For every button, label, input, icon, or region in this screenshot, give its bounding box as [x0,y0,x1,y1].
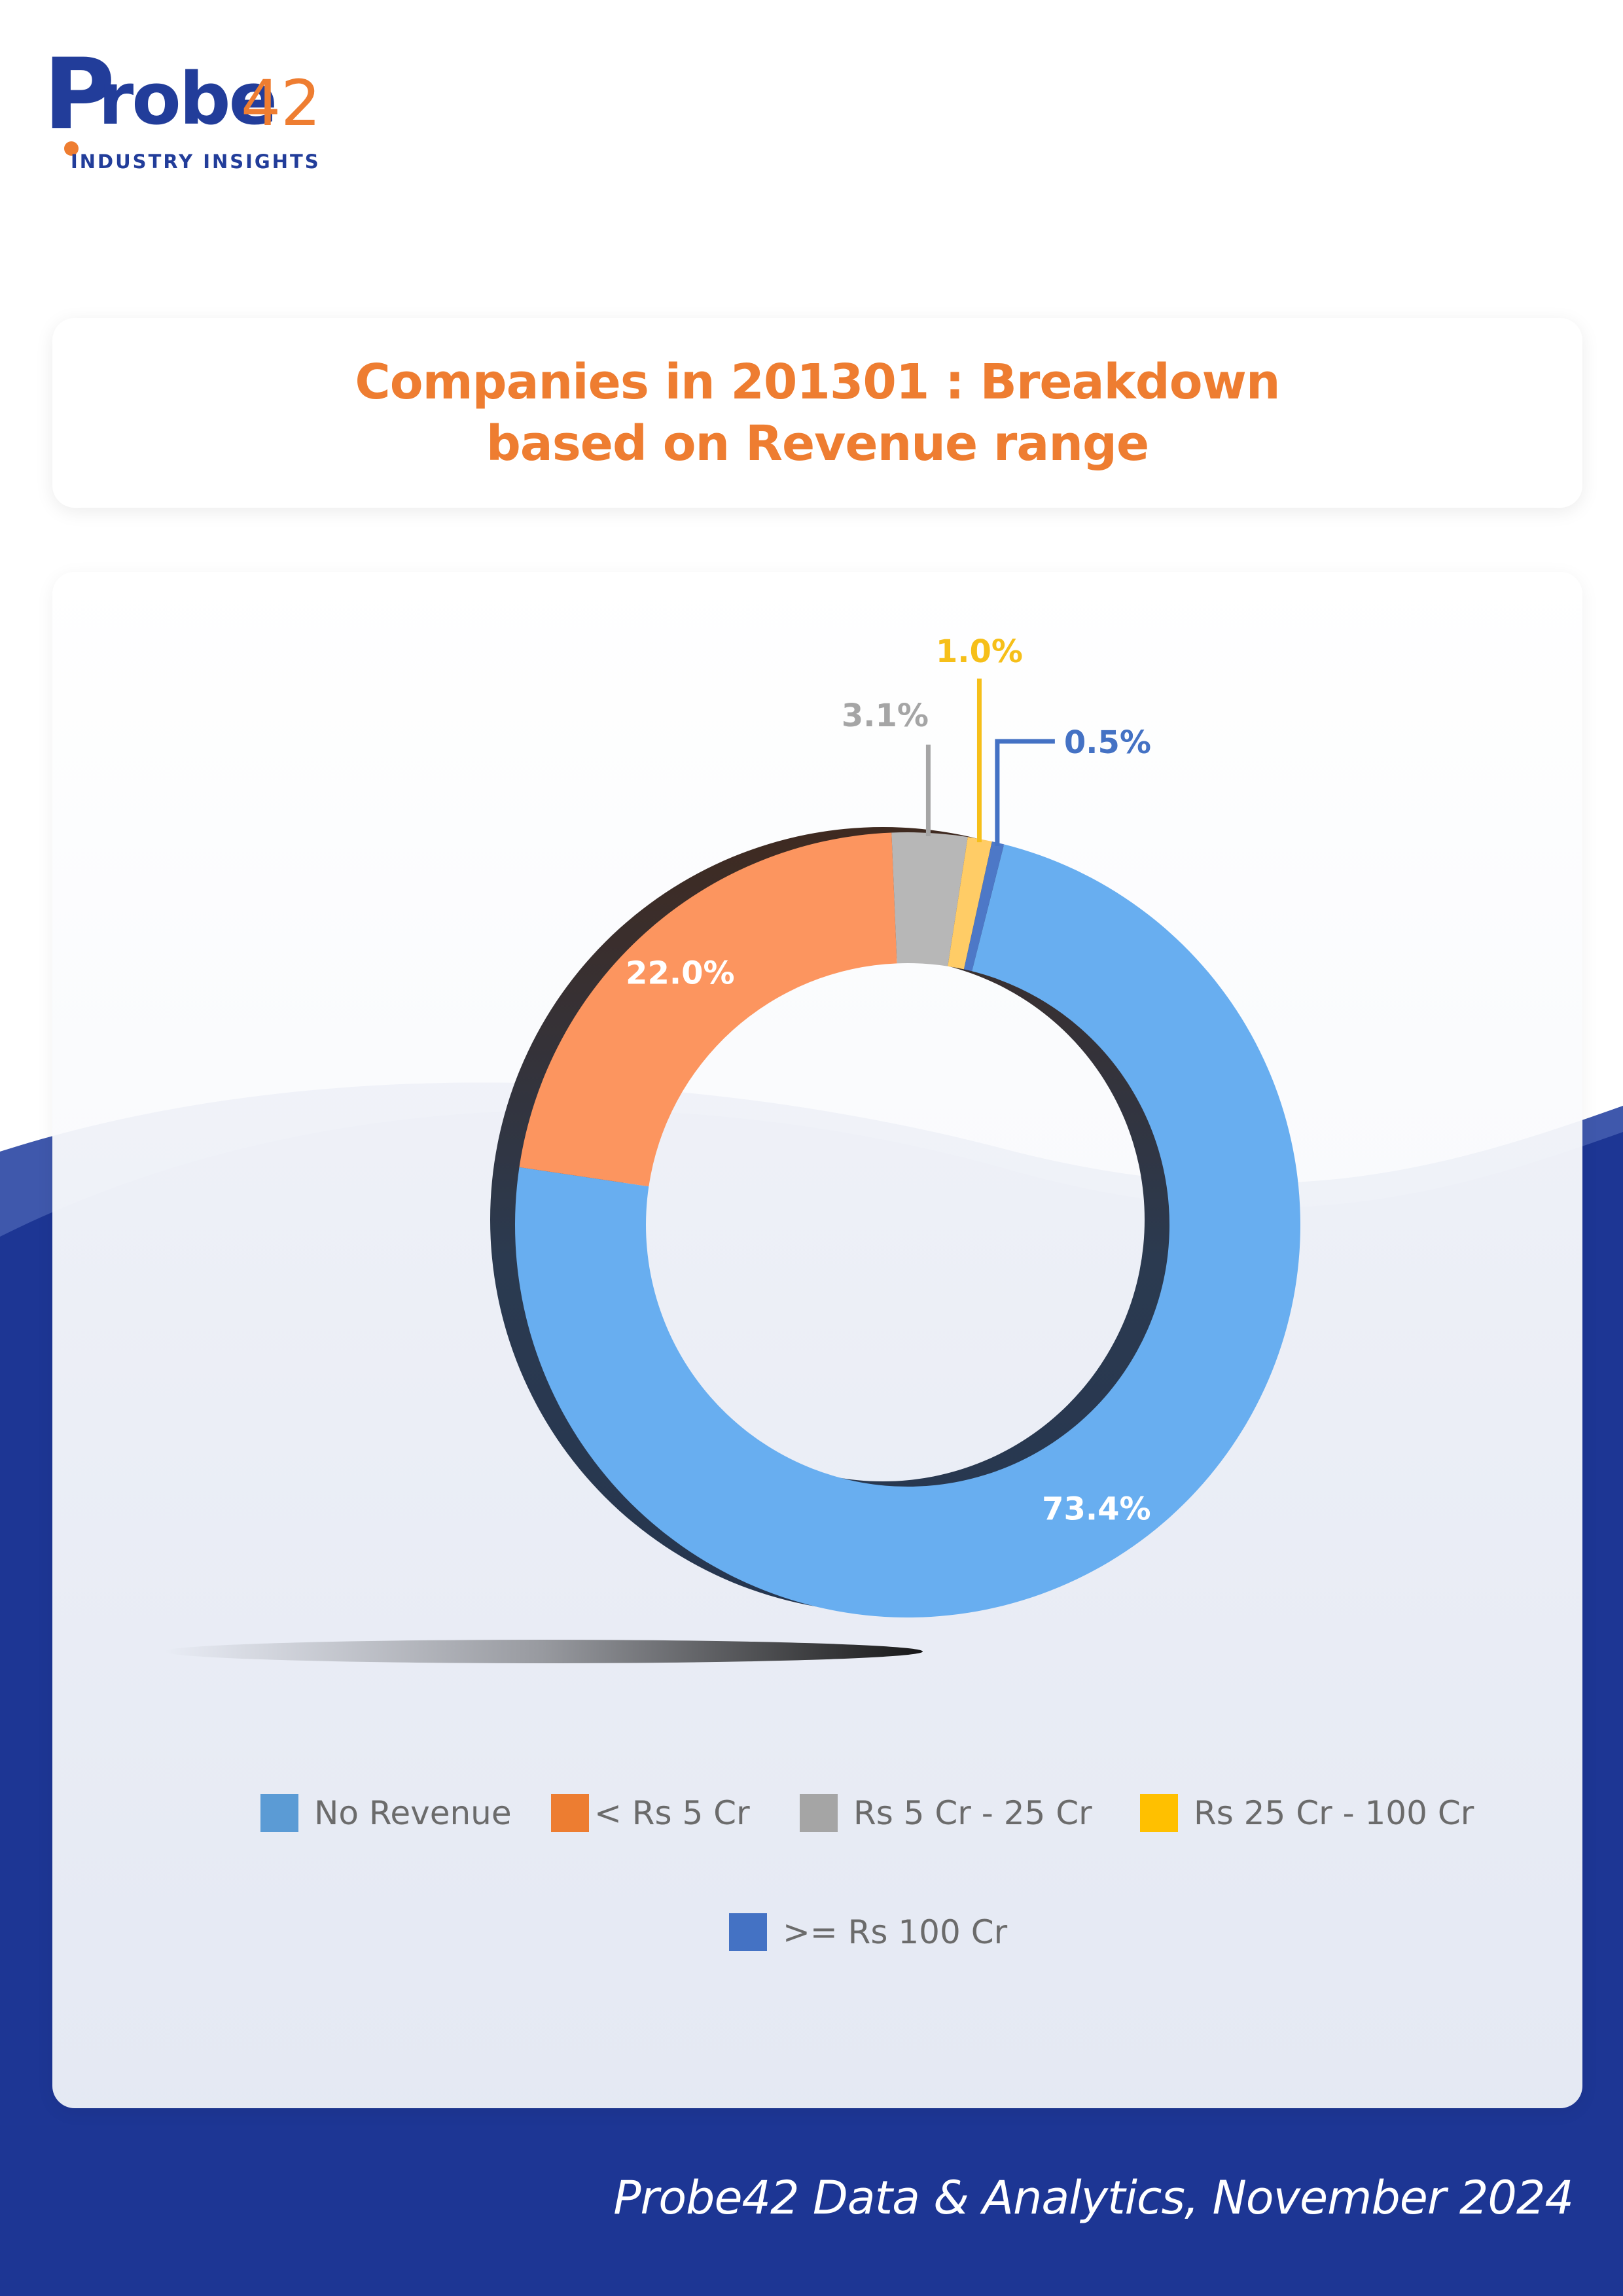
data-label-rs-100-cr: 0.5% [1064,724,1151,761]
logo-dot [64,141,79,156]
legend-swatch-rs-25-cr-100-cr [1140,1794,1178,1832]
legend-swatch-rs-100-cr [729,1913,767,1951]
chart-title-line-1: Companies in 201301 : Breakdown [355,354,1280,410]
legend-swatch-rs-5-cr-25-cr [800,1794,838,1832]
data-label-no-revenue: 73.4% [1042,1491,1151,1528]
legend-label-no-revenue: No Revenue [314,1794,512,1832]
legend-swatch-no-revenue [260,1794,298,1832]
donut-slice-rs-100-cr [963,841,1005,972]
data-labels: 73.4% 22.0% 3.1%1.0% 0.5% [626,633,1151,1528]
donut-slice-rs-5-cr [519,832,897,1187]
chart-card [52,572,1582,2108]
footer-credit: Probe42 Data & Analytics, November 2024 [613,2171,1574,2225]
callout-lines [925,679,1055,846]
chart-title-line-2: based on Revenue range [486,415,1149,472]
donut-slices [514,832,1300,1617]
legend-label-rs-5-cr-25-cr: Rs 5 Cr - 25 Cr [853,1794,1092,1832]
logo-letter-p: P [43,38,115,152]
legend-label-rs-100-cr: >= Rs 100 Cr [783,1913,1008,1951]
data-label-rs-5-cr-25-cr: 3.1% [842,698,929,734]
donut-slice-rs-25-cr-100-cr [948,837,992,970]
logo-tagline: INDUSTRY INSIGHTS [71,150,321,173]
donut-slice-no-revenue [514,844,1300,1617]
data-label-rs-5-cr: 22.0% [626,955,735,991]
chart-title: Companies in 201301 : Breakdown based on… [355,351,1280,474]
donut-slice-rs-5-cr-25-cr [891,832,968,966]
logo-number: 42 [241,67,321,140]
floor-shadow [164,1640,923,1663]
legend-swatch-rs-5-cr [551,1794,589,1832]
legend-label-rs-5-cr: < Rs 5 Cr [594,1794,750,1832]
probe42-logo: P robe 42 INDUSTRY INSIGHTS [43,38,321,177]
title-card: Companies in 201301 : Breakdown based on… [52,318,1582,508]
legend-label-rs-25-cr-100-cr: Rs 25 Cr - 100 Cr [1194,1794,1474,1832]
logo-wordmark: robe [98,57,277,141]
data-label-rs-25-cr-100-cr: 1.0% [936,633,1023,670]
callout-line-rs-100-cr [995,739,1055,846]
